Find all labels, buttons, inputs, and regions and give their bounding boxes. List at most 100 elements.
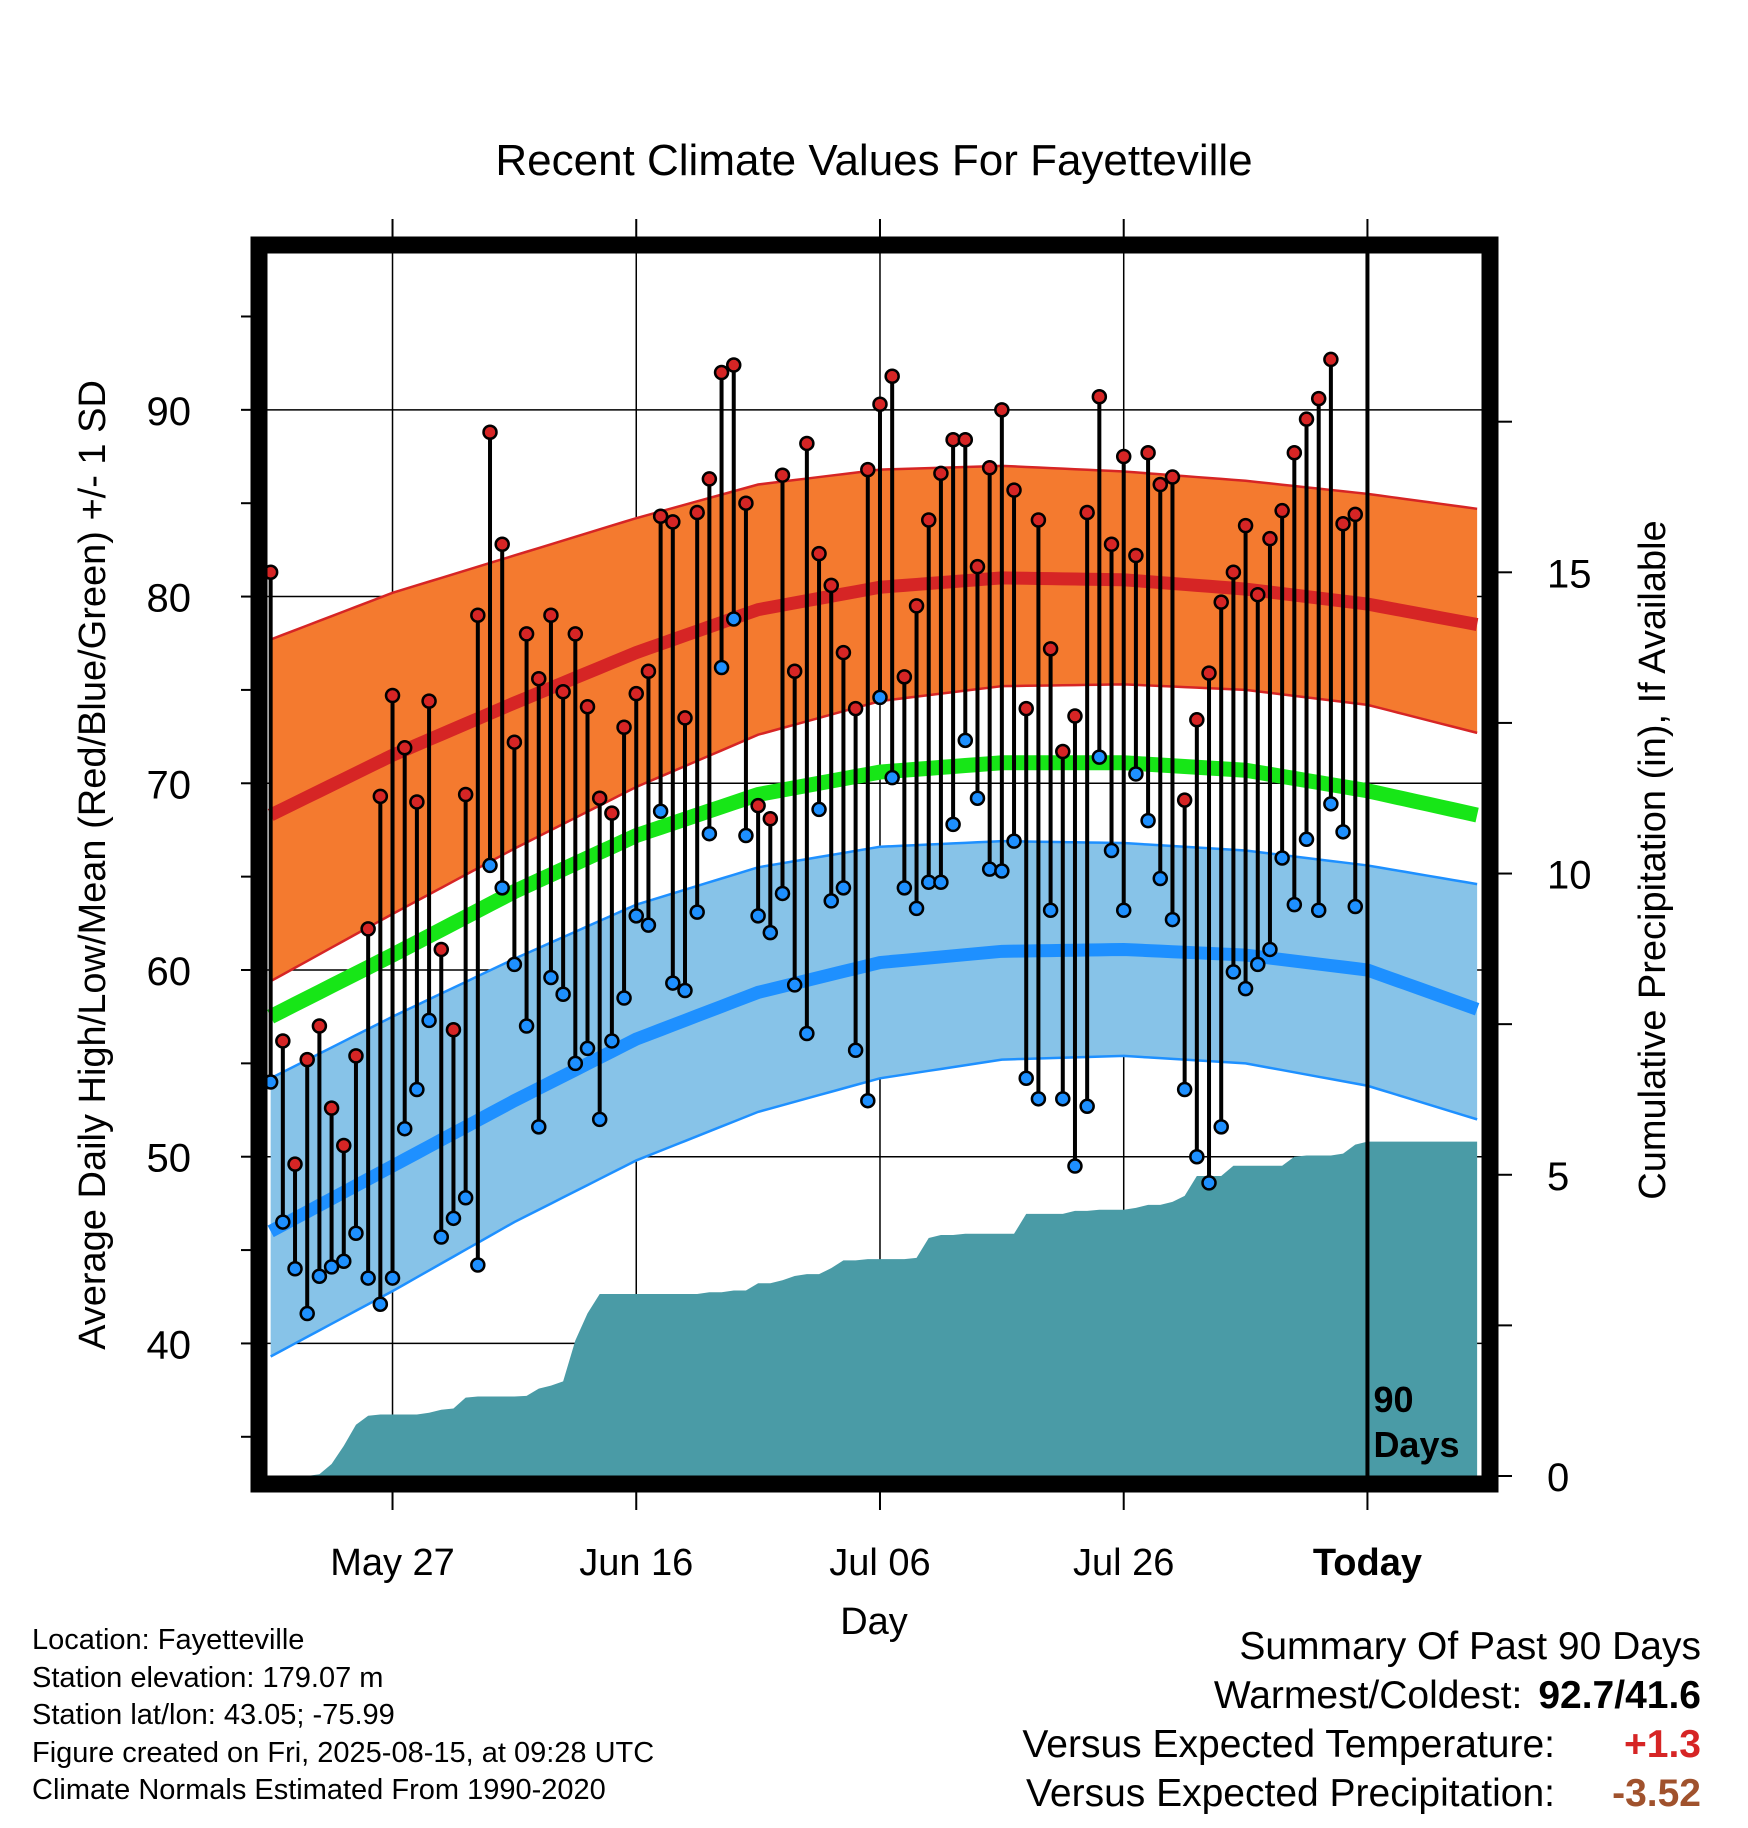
daily-high-point xyxy=(323,1100,340,1116)
normal-low-line xyxy=(267,942,1480,1238)
temp-vs-expected-value: +1.3 xyxy=(1624,1723,1701,1766)
daily-low-point xyxy=(1189,1148,1205,1165)
daily-high-point xyxy=(506,734,523,750)
daily-low-point xyxy=(506,956,523,973)
daily-low-point xyxy=(470,1257,486,1273)
summary-title: Summary Of Past 90 Days xyxy=(1239,1625,1701,1668)
daily-high-point xyxy=(445,1021,462,1038)
daily-low-point xyxy=(665,975,681,991)
daily-low-point xyxy=(1103,842,1120,859)
daily-high-point xyxy=(774,467,791,483)
daily-high-point xyxy=(1103,536,1120,553)
daily-high-point xyxy=(994,402,1010,418)
daily-low-point xyxy=(1115,902,1132,918)
daily-high-point xyxy=(275,1033,291,1049)
daily-low-point xyxy=(884,769,900,786)
daily-low-point xyxy=(323,1259,340,1275)
daily-low-point xyxy=(579,1040,596,1057)
daily-high-point xyxy=(1335,515,1351,532)
high-sd-band-lower-edge xyxy=(270,683,1478,983)
daily-high-point xyxy=(640,663,657,679)
daily-low-point xyxy=(835,880,852,896)
daily-high-point xyxy=(933,465,949,482)
daily-high-point xyxy=(860,461,876,478)
daily-high-point xyxy=(457,786,474,803)
x-tick-label: Today xyxy=(1313,1542,1422,1584)
daily-low-point xyxy=(1213,1119,1229,1135)
daily-high-point xyxy=(1189,712,1205,728)
daily-low-point xyxy=(1347,898,1364,915)
daily-low-point xyxy=(1152,870,1169,887)
daily-low-point xyxy=(1140,812,1156,829)
plot-frame xyxy=(250,236,1499,1493)
daily-high-point xyxy=(470,607,486,623)
daily-high-point xyxy=(1152,476,1169,493)
daily-high-point xyxy=(652,508,669,525)
daily-low-point xyxy=(1128,766,1144,782)
daily-high-point xyxy=(872,396,888,412)
daily-high-point xyxy=(1286,445,1303,461)
daily-high-point xyxy=(348,1048,364,1064)
daily-high-point xyxy=(531,670,547,687)
daily-low-point xyxy=(896,880,913,896)
daily-high-point xyxy=(482,424,498,440)
daily-high-point xyxy=(1298,411,1315,427)
daily-low-point xyxy=(908,900,925,917)
daily-high-point xyxy=(1347,506,1364,523)
daily-high-point xyxy=(1262,530,1278,547)
daily-high-point xyxy=(799,435,815,452)
daily-high-point xyxy=(665,514,681,530)
x-axis-label: Day xyxy=(840,1601,908,1643)
daily-high-point xyxy=(1115,448,1132,465)
daily-high-point xyxy=(1042,641,1059,657)
summary-panel: Summary Of Past 90 Days Warmest/Coldest:… xyxy=(1022,1622,1701,1818)
daily-high-point xyxy=(267,564,279,581)
daily-high-point xyxy=(920,512,937,528)
high-sd-band xyxy=(270,465,1478,982)
daily-low-point xyxy=(1164,911,1181,928)
daily-high-point xyxy=(786,663,803,679)
daily-high-point xyxy=(1030,512,1047,528)
daily-high-point xyxy=(384,687,401,704)
daily-high-point xyxy=(1067,708,1083,724)
daily-low-point xyxy=(1176,1081,1193,1098)
warmest-coldest-label: Warmest/Coldest: xyxy=(1213,1674,1523,1717)
daily-low-point xyxy=(336,1253,352,1270)
daily-high-point xyxy=(701,471,718,487)
daily-low-point xyxy=(384,1270,401,1286)
daily-low-point xyxy=(1237,980,1254,997)
daily-low-point xyxy=(725,611,742,627)
daily-low-point xyxy=(311,1268,328,1284)
daily-high-point xyxy=(1018,700,1034,717)
precip-vs-expected-row: Versus Expected Precipitation: -3.52 xyxy=(1022,1769,1701,1818)
daily-low-point xyxy=(604,1033,620,1049)
normal-high-line xyxy=(267,571,1479,821)
daily-high-point xyxy=(360,921,376,937)
daily-low-point xyxy=(933,874,949,890)
daily-high-point xyxy=(287,1156,303,1172)
low-sd-band-lower-edge xyxy=(270,1054,1478,1358)
daily-high-point xyxy=(1006,482,1022,498)
daily-high-point xyxy=(555,684,571,700)
y-tick-label: 50 xyxy=(147,1137,192,1181)
daily-high-point xyxy=(1323,351,1339,368)
warmest-coldest-value: 92.7/41.6 xyxy=(1538,1674,1701,1717)
warmest-coldest-row: Warmest/Coldest: 92.7/41.6 xyxy=(1022,1671,1701,1720)
daily-high-point xyxy=(738,495,754,511)
daily-low-point xyxy=(1042,902,1059,918)
daily-high-point xyxy=(579,698,596,715)
daily-high-point xyxy=(1250,586,1266,603)
daily-low-point xyxy=(823,893,839,909)
y-tick-label: 90 xyxy=(147,390,192,434)
daily-low-point xyxy=(567,1055,584,1072)
y2-tick-label: 5 xyxy=(1547,1155,1569,1199)
daily-low-point xyxy=(433,1229,450,1245)
precipitation-area xyxy=(270,1141,1478,1476)
daily-high-point xyxy=(543,607,559,623)
daily-low-point xyxy=(1286,896,1303,913)
daily-high-point xyxy=(1201,665,1217,681)
daily-high-point xyxy=(1128,547,1144,564)
daily-low-point xyxy=(1298,831,1315,848)
